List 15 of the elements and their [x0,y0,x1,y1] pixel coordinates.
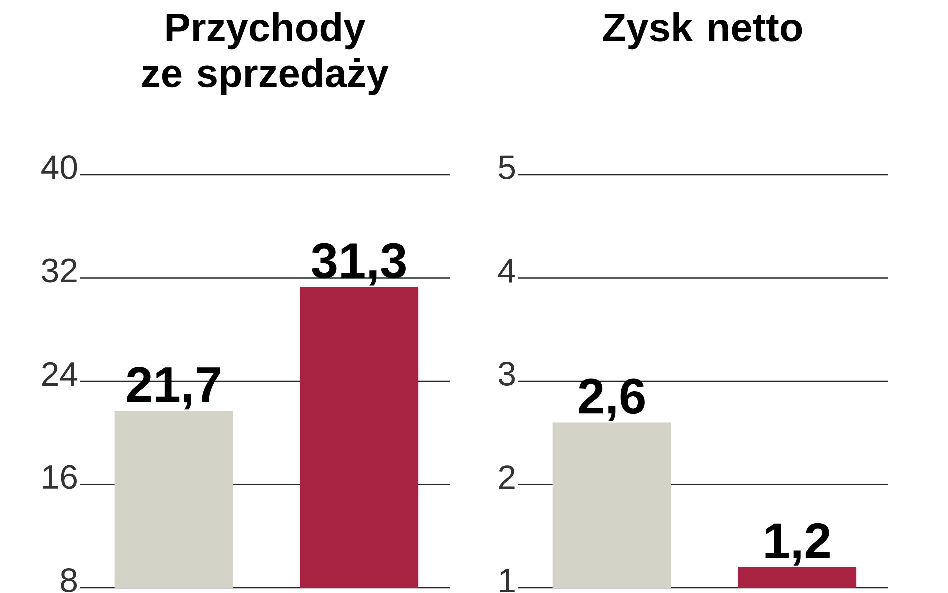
chart-title: Przychody ze sprzedaży [142,12,389,96]
y-tick-label: 2 [499,466,515,490]
data-label: 1,2 [766,523,830,566]
data-label: 31,3 [312,243,406,286]
y-tick-label: 40 [42,155,78,180]
y-tick-label: 4 [498,259,516,283]
y-tick-label: 24 [42,362,78,386]
y-tick-label: 3 [498,362,515,386]
y-tick-label: 5 [499,156,516,180]
data-label: 2,6 [579,378,645,422]
y-tick-label: 32 [42,258,77,283]
chart-title: Zysk netto [603,12,802,50]
y-tick-label: 8 [61,568,78,592]
y-tick-label: 16 [43,465,77,490]
y-tick-label: 1 [500,569,515,592]
